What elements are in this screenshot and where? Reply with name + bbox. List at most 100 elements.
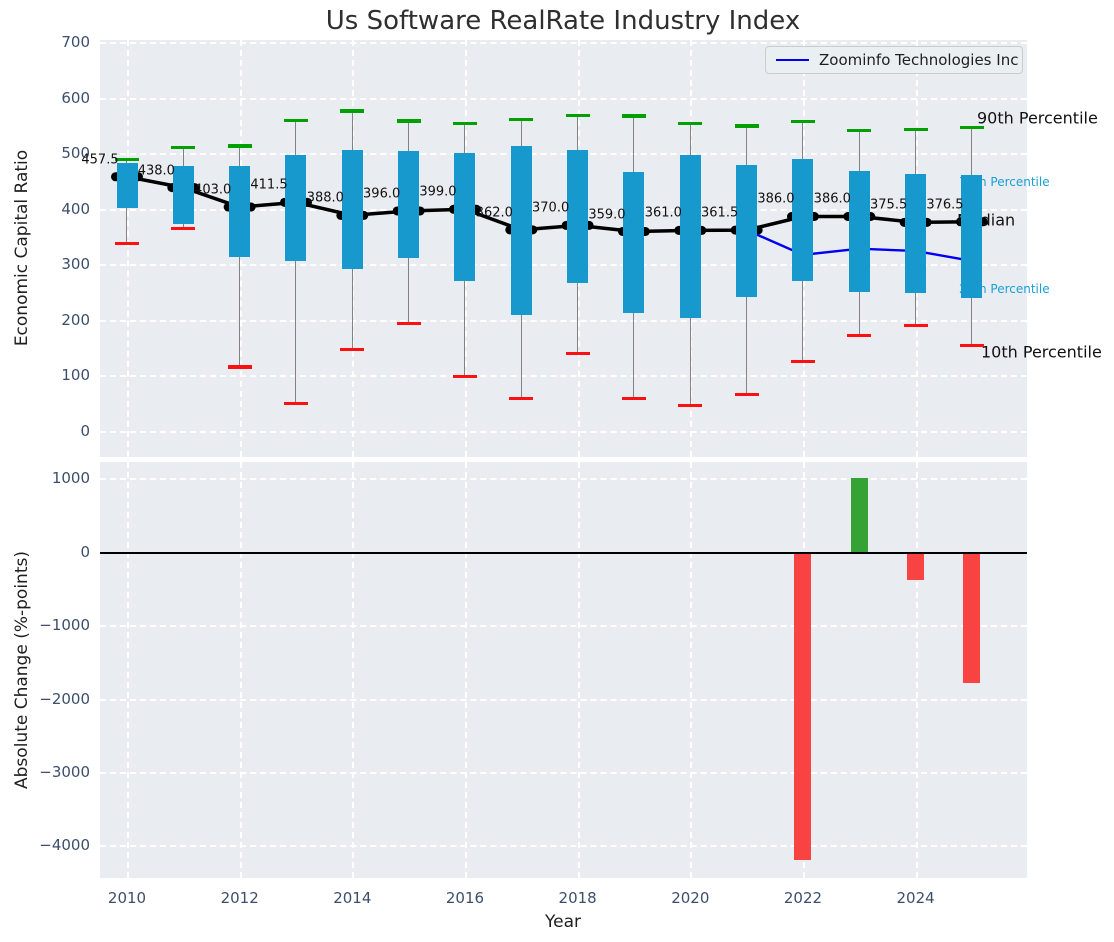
- p10-cap-2025: [960, 344, 984, 347]
- bottom-ytick-1000: 1000: [0, 469, 90, 487]
- bottom-ytick--3000: −3000: [0, 763, 90, 781]
- median-label-2011: 438.0: [138, 163, 175, 178]
- box-2019: [623, 172, 644, 313]
- p90-cap-2018: [566, 114, 590, 117]
- median-label-2016: 399.0: [419, 185, 456, 200]
- p10-cap-2012: [228, 365, 252, 368]
- xtick-2014: 2014: [333, 889, 371, 907]
- box-2021: [736, 165, 757, 296]
- p10-cap-2020: [678, 404, 702, 407]
- p10-cap-2010: [115, 242, 139, 245]
- p90-cap-2016: [453, 122, 477, 125]
- xtick-2020: 2020: [671, 889, 709, 907]
- p90-cap-2023: [847, 129, 871, 132]
- p90-cap-2019: [622, 114, 646, 117]
- box-2017: [511, 146, 532, 315]
- p90-cap-2020: [678, 122, 702, 125]
- x-axis-label: Year: [545, 912, 581, 932]
- p10-cap-2018: [566, 352, 590, 355]
- top-ytick-500: 500: [0, 144, 90, 162]
- median-label-2025: 376.5: [926, 197, 963, 212]
- top-ytick-400: 400: [0, 200, 90, 218]
- top-vgrid-2010: [127, 40, 129, 457]
- bottom-ytick--4000: −4000: [0, 836, 90, 854]
- p90-cap-2012: [228, 144, 252, 147]
- p90-cap-2017: [509, 118, 533, 121]
- median-label-2014: 388.0: [307, 191, 344, 206]
- bar-2025: [963, 552, 980, 683]
- box-2022: [792, 159, 813, 281]
- p10-cap-2011: [171, 227, 195, 230]
- p90-cap-2015: [397, 119, 421, 122]
- top-ytick-100: 100: [0, 366, 90, 384]
- p10-cap-2014: [340, 348, 364, 351]
- median-label-2015: 396.0: [363, 186, 400, 201]
- p10-cap-2021: [735, 393, 759, 396]
- chart-title: Us Software RealRate Industry Index: [326, 6, 800, 36]
- p10-cap-2015: [397, 322, 421, 325]
- legend: Zoominfo Technologies Inc: [765, 46, 1023, 74]
- median-label-2010: 457.5: [81, 152, 118, 167]
- top-ytick-700: 700: [0, 33, 90, 51]
- p90-cap-2013: [284, 119, 308, 122]
- p10-cap-2022: [791, 360, 815, 363]
- bottom-vgrid-2012: [240, 462, 242, 878]
- bottom-ytick--1000: −1000: [0, 616, 90, 634]
- box-2018: [567, 150, 588, 283]
- box-2024: [905, 174, 926, 293]
- median-label-2013: 411.5: [250, 178, 287, 193]
- bottom-vgrid-2018: [578, 462, 580, 878]
- p90-cap-2014: [340, 109, 364, 112]
- top-ytick-600: 600: [0, 89, 90, 107]
- bottom-y-axis-label: Absolute Change (%-points): [12, 551, 32, 789]
- bar-2024: [907, 552, 924, 581]
- p10-cap-2023: [847, 334, 871, 337]
- annotation-90th-percentile: 90th Percentile: [977, 109, 1098, 128]
- bottom-vgrid-2016: [465, 462, 467, 878]
- median-label-2021: 361.5: [701, 206, 738, 221]
- xtick-2022: 2022: [784, 889, 822, 907]
- p10-cap-2013: [284, 402, 308, 405]
- bottom-vgrid-2010: [127, 462, 129, 878]
- median-label-2022: 386.0: [757, 192, 794, 207]
- figure: Us Software RealRate Industry Index Econ…: [0, 0, 1114, 942]
- median-label-2017: 362.0: [476, 205, 513, 220]
- p10-cap-2017: [509, 397, 533, 400]
- zero-line: [100, 552, 1027, 554]
- box-2015: [398, 151, 419, 258]
- bar-2023: [851, 478, 868, 551]
- bar-2022: [794, 552, 811, 860]
- top-ytick-300: 300: [0, 255, 90, 273]
- median-label-2018: 370.0: [532, 201, 569, 216]
- bottom-ytick--2000: −2000: [0, 690, 90, 708]
- box-2023: [849, 171, 870, 292]
- xtick-2024: 2024: [897, 889, 935, 907]
- p90-cap-2021: [735, 124, 759, 127]
- legend-line-sample: [776, 59, 809, 61]
- p90-cap-2024: [904, 128, 928, 131]
- top-ytick-0: 0: [0, 422, 90, 440]
- box-2010: [117, 163, 138, 209]
- p90-cap-2025: [960, 126, 984, 129]
- p90-cap-2011: [171, 146, 195, 149]
- xtick-2010: 2010: [108, 889, 146, 907]
- median-label-2023: 386.0: [814, 192, 851, 207]
- box-2016: [454, 153, 475, 281]
- box-2025: [961, 175, 982, 298]
- top-ytick-200: 200: [0, 311, 90, 329]
- bottom-plot-area: [100, 462, 1027, 878]
- box-2014: [342, 150, 363, 269]
- xtick-2016: 2016: [446, 889, 484, 907]
- bottom-vgrid-2014: [352, 462, 354, 878]
- p10-cap-2024: [904, 324, 928, 327]
- bottom-vgrid-2024: [916, 462, 918, 878]
- box-2020: [680, 155, 701, 317]
- bottom-ytick-0: 0: [0, 543, 90, 561]
- median-label-2012: 403.0: [194, 183, 231, 198]
- box-2012: [229, 166, 250, 257]
- xtick-2012: 2012: [221, 889, 259, 907]
- annotation-10th-percentile: 10th Percentile: [981, 343, 1102, 362]
- box-2013: [285, 155, 306, 261]
- box-2011: [173, 166, 194, 223]
- xtick-2018: 2018: [559, 889, 597, 907]
